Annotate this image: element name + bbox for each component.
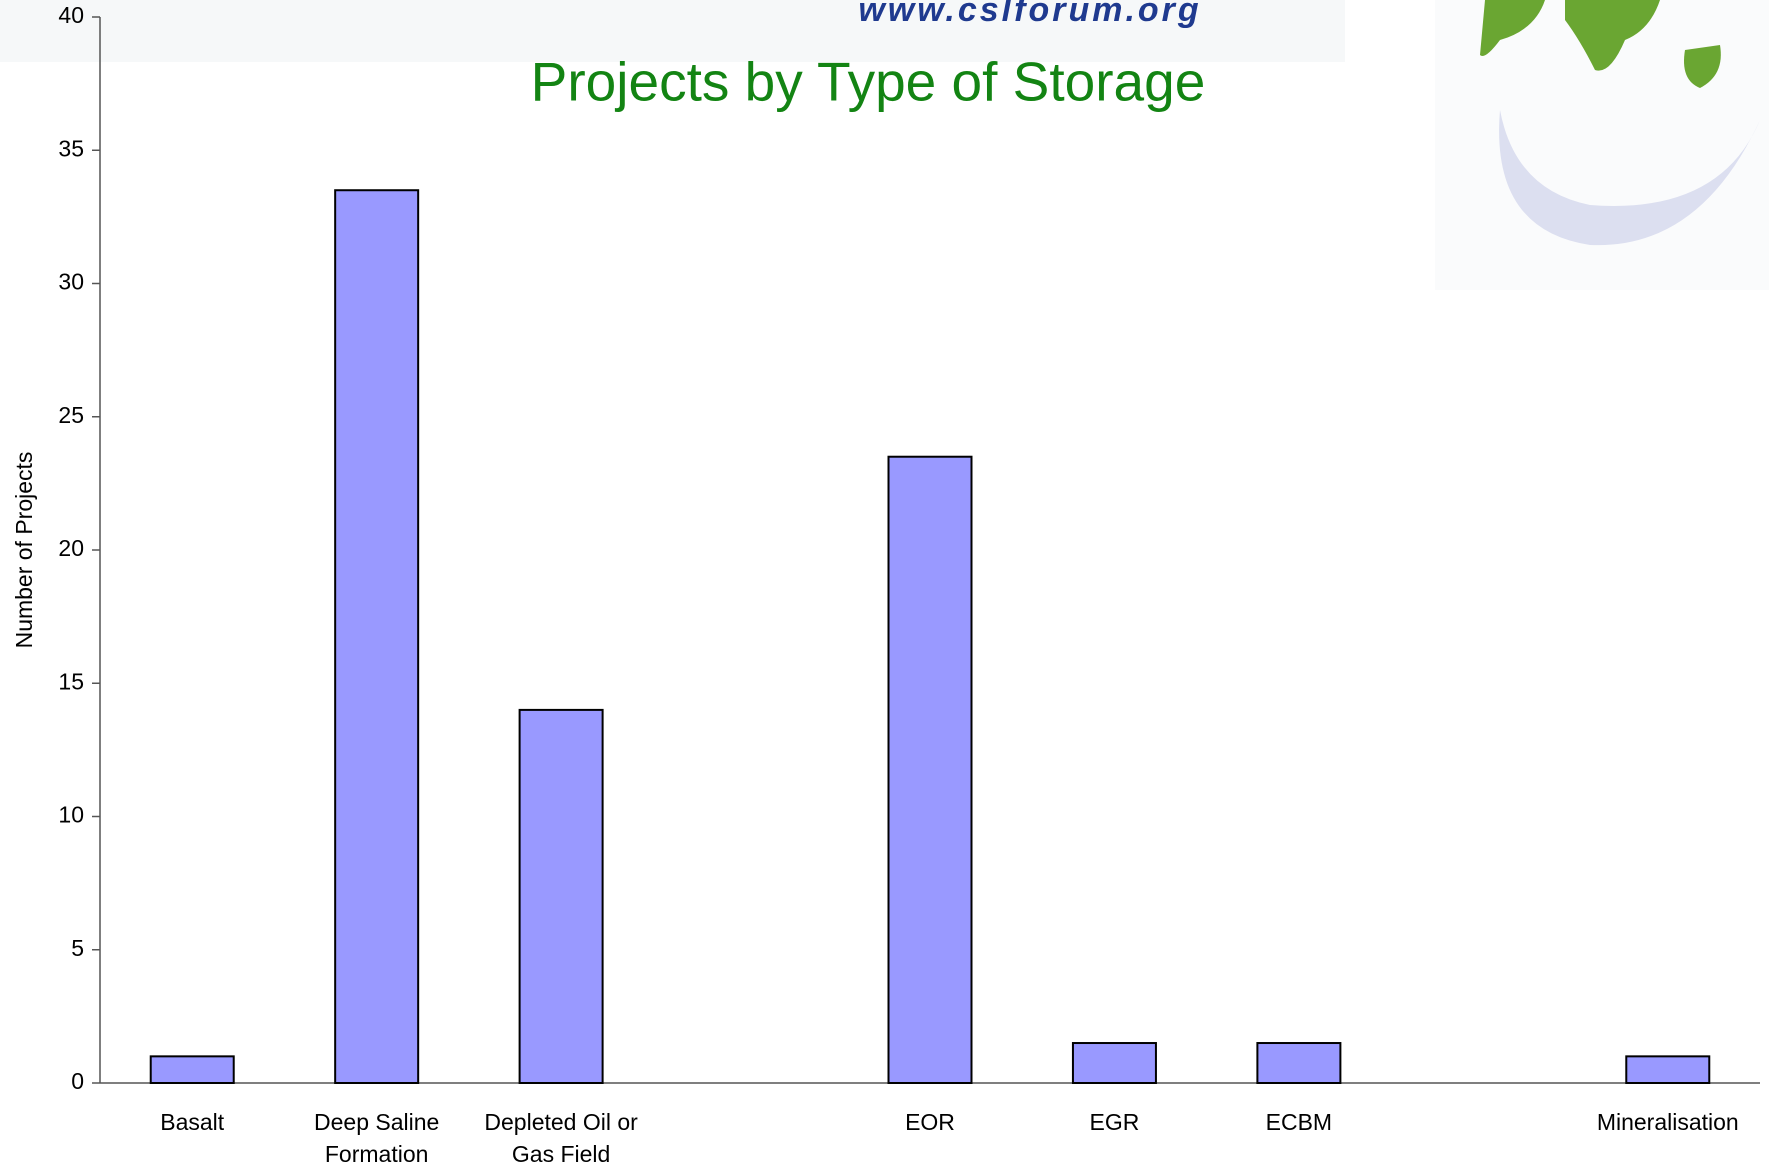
y-tick-label: 25 [58,402,84,428]
bar [518,708,604,1085]
y-tick-label: 35 [58,135,84,161]
y-tick-label: 10 [58,802,84,828]
chart-title: Projects by Type of Storage [531,51,1206,113]
y-tick-label: 30 [58,269,84,295]
y-tick-label: 0 [71,1068,84,1094]
logo-globe [1435,0,1769,290]
y-tick-label: 15 [58,668,84,694]
bar [1256,1042,1342,1085]
y-tick-label: 40 [58,2,84,28]
logo-text: www.cslforum.org [858,0,1201,29]
y-tick-label: 20 [58,535,84,561]
x-tick-label: Mineralisation [1596,1109,1739,1135]
x-tick-label: EOR [905,1109,955,1135]
bar [1625,1055,1711,1084]
x-tick-label: ECBM [1265,1109,1333,1135]
bar [1071,1042,1157,1085]
bar [149,1055,235,1084]
x-tick-label: EGR [1089,1109,1140,1135]
x-tick-label: Depleted Oil or Gas Field [484,1109,638,1167]
y-tick-label: 5 [71,935,84,961]
x-tick-label: Deep Saline Formation [314,1109,440,1167]
x-tick-label: Basalt [160,1109,225,1135]
bar [334,189,420,1085]
header-band [0,0,1345,62]
bar [887,455,973,1085]
y-axis-label: Number of Projects [11,452,37,649]
